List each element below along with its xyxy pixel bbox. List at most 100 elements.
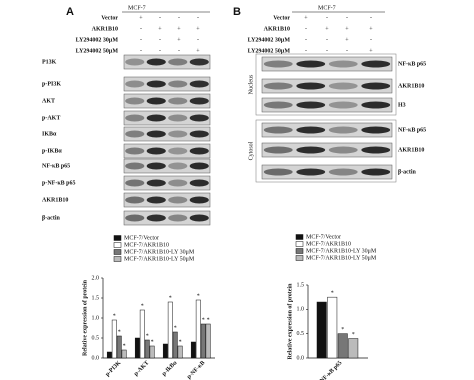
- blot-band: [125, 114, 145, 122]
- treatment-sign: -: [178, 15, 180, 21]
- blot-band: [328, 126, 358, 134]
- blot-band: [125, 179, 145, 187]
- legend-label: MCF-7/AKR1B10-LY 30μM: [124, 249, 195, 255]
- blot-band: [296, 60, 326, 68]
- y-tick-label: 0.5: [92, 335, 100, 341]
- blot-band: [296, 126, 326, 134]
- blot-band: [296, 146, 326, 154]
- y-axis-label: Relative expression of protein: [287, 283, 293, 360]
- blot-band: [328, 60, 358, 68]
- treatment-sign: -: [197, 37, 199, 43]
- blot-band: [189, 147, 209, 155]
- blot-band: [125, 58, 145, 66]
- blot-band: [146, 114, 166, 122]
- bar: [316, 301, 327, 359]
- blot-strip: [261, 164, 393, 180]
- blot-band: [263, 168, 293, 176]
- blot-band: [189, 58, 209, 66]
- blot-band: [361, 168, 391, 176]
- cell-line: MCF-7: [128, 5, 146, 11]
- blot-band: [263, 126, 293, 134]
- blot-label: H3: [398, 102, 406, 108]
- blot-label: β-actin: [398, 169, 416, 175]
- significance-mark: *: [202, 317, 205, 323]
- treatment-sign: -: [159, 15, 161, 21]
- blot-band: [189, 80, 209, 88]
- blot-band: [328, 168, 358, 176]
- blot-band: [361, 82, 391, 90]
- blot-label: p-NF-κB p65: [42, 180, 76, 186]
- bar: [162, 343, 168, 359]
- blot-band: [296, 101, 326, 109]
- treatment-sign: +: [158, 26, 162, 32]
- treatment-sign: -: [140, 48, 142, 54]
- blot-label: p-IKBα: [42, 148, 62, 154]
- treatment-sign: +: [196, 48, 200, 54]
- blot-band: [168, 147, 188, 155]
- significance-mark: *: [118, 329, 121, 335]
- significance-mark: *: [197, 293, 200, 299]
- blot-band: [168, 179, 188, 187]
- legend-swatch: [113, 242, 122, 248]
- blot-band: [328, 82, 358, 90]
- blot-band: [146, 80, 166, 88]
- y-tick-label: 0.5: [297, 331, 305, 337]
- blot-strip: [123, 126, 211, 142]
- y-tick-label: 1.0: [92, 315, 100, 321]
- blot-strip: [123, 110, 211, 126]
- blot-band: [125, 162, 145, 170]
- treatment-sign: -: [140, 37, 142, 43]
- blot-band: [361, 60, 391, 68]
- blot-strip: [123, 158, 211, 174]
- legend-label: MCF-7/AKR1B10-LY 50μM: [306, 255, 377, 261]
- treatment-label: LY294002 30μM: [76, 37, 119, 43]
- blot-band: [146, 179, 166, 187]
- y-tick-label: 1.5: [92, 295, 100, 301]
- blot-band: [189, 196, 209, 204]
- legend-label: MCF-7/Vector: [124, 235, 159, 241]
- treatment-sign: -: [178, 48, 180, 54]
- blot-band: [125, 147, 145, 155]
- legend-label: MCF-7/AKR1B10: [306, 241, 351, 247]
- blot-band: [189, 179, 209, 187]
- blot-label: AKR1B10: [398, 83, 424, 89]
- blot-band: [263, 82, 293, 90]
- bar: [116, 335, 122, 359]
- treatment-sign: +: [177, 37, 181, 43]
- blot-band: [125, 214, 145, 222]
- treatment-label: LY294002 50μM: [76, 48, 119, 54]
- bar: [167, 301, 173, 359]
- treatment-label: AKR1B10: [92, 26, 118, 32]
- treatment-sign: -: [305, 37, 307, 43]
- blot-band: [361, 126, 391, 134]
- significance-mark: *: [352, 332, 355, 338]
- treatment-label: AKR1B10: [264, 26, 290, 32]
- blot-strip: [123, 54, 211, 70]
- blot-band: [125, 80, 145, 88]
- treatment-sign: +: [325, 26, 329, 32]
- blot-band: [296, 82, 326, 90]
- blot-label: NF-κB p65: [398, 127, 426, 133]
- blot-band: [189, 162, 209, 170]
- blot-label: AKR1B10: [42, 197, 68, 203]
- significance-mark: *: [141, 303, 144, 309]
- blot-band: [168, 80, 188, 88]
- treatment-sign: -: [370, 15, 372, 21]
- treatment-sign: +: [369, 26, 373, 32]
- treatment-label: Vector: [273, 15, 290, 21]
- y-axis-label: Relative expression of protein: [82, 279, 88, 356]
- blot-band: [168, 214, 188, 222]
- legend-swatch: [113, 249, 122, 255]
- y-tick-label: 0.0: [92, 355, 100, 361]
- legend-label: MCF-7/AKR1B10-LY 30μM: [306, 248, 377, 254]
- blot-band: [328, 101, 358, 109]
- treatment-sign: -: [159, 37, 161, 43]
- bar: [149, 345, 155, 359]
- panel-label: A: [66, 6, 74, 18]
- blot-band: [168, 58, 188, 66]
- significance-mark: *: [179, 339, 182, 345]
- treatment-label: LY294002 30μM: [248, 37, 291, 43]
